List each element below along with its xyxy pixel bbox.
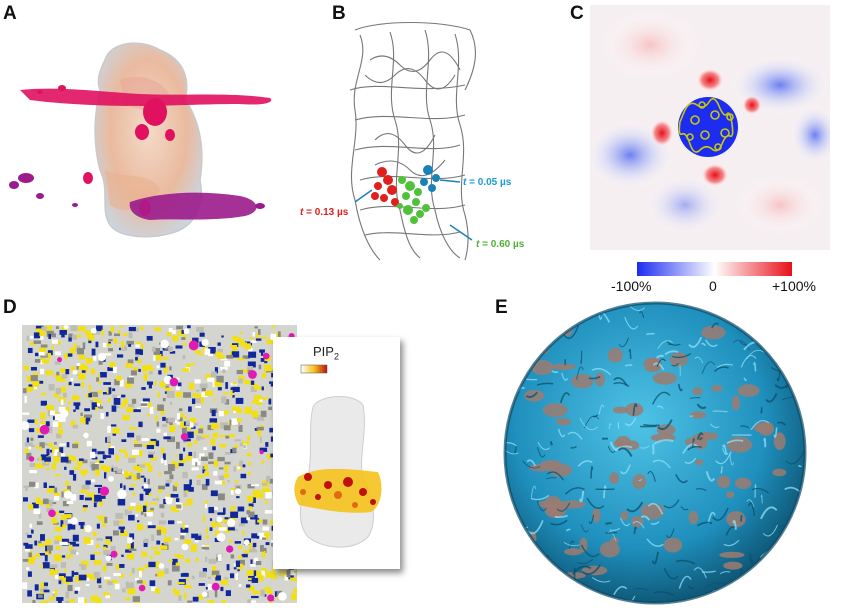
green-residues [397,176,430,224]
panel-d-membrane [22,325,297,603]
annotation-t-060: t = 0.60 µs [476,239,525,250]
panel-c-colorbar [637,262,792,276]
panel-a-figure [9,42,272,238]
panel-b-cartoon: t = 0.13 µs t = 0.05 µs t = 0.60 µs [300,20,560,265]
panel-c-density-map [590,5,830,250]
colorbar-min-label: -100% [611,278,652,294]
panel-e-label: E [495,297,508,318]
flow-sphere [503,301,807,605]
lower-lipid-density [129,192,257,220]
panel-b-figure [349,22,476,261]
panel-a-channel-density [0,20,300,260]
membrane-snapshot [22,325,297,603]
panel-c-map [590,5,830,250]
colorbar-max-label: +100% [772,278,816,294]
protein-backbone [349,22,476,261]
panel-d-inset: PIP2 [273,337,400,569]
panel-b-label: B [332,3,346,24]
protein-outline [678,98,734,153]
panel-a-label: A [3,3,17,24]
blue-residues [420,165,440,192]
inset-figure [294,364,382,548]
red-residues [371,167,399,206]
panel-c-label: C [570,3,584,24]
panel-d-label: D [3,297,17,318]
panel-e-flow-sphere [500,298,810,608]
inset-title: PIP2 [313,344,339,362]
annotation-t-005: t = 0.05 µs [463,177,512,188]
upper-lipid-density [20,88,272,106]
colorbar-mid-label: 0 [709,278,717,294]
annotation-t-013: t = 0.13 µs [300,207,349,218]
